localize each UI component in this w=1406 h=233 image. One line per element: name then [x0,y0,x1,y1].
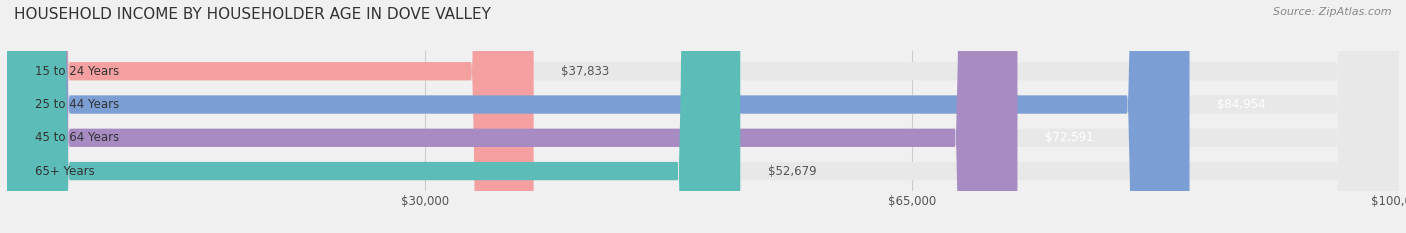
FancyBboxPatch shape [7,0,1189,233]
Text: 65+ Years: 65+ Years [35,164,94,178]
Text: 15 to 24 Years: 15 to 24 Years [35,65,120,78]
FancyBboxPatch shape [7,0,1399,233]
Text: Source: ZipAtlas.com: Source: ZipAtlas.com [1274,7,1392,17]
Text: $52,679: $52,679 [768,164,817,178]
Text: 45 to 64 Years: 45 to 64 Years [35,131,120,144]
FancyBboxPatch shape [7,0,1399,233]
FancyBboxPatch shape [7,0,1399,233]
FancyBboxPatch shape [7,0,1399,233]
Text: $72,591: $72,591 [1045,131,1094,144]
Text: HOUSEHOLD INCOME BY HOUSEHOLDER AGE IN DOVE VALLEY: HOUSEHOLD INCOME BY HOUSEHOLDER AGE IN D… [14,7,491,22]
Text: $84,954: $84,954 [1218,98,1265,111]
Text: 25 to 44 Years: 25 to 44 Years [35,98,120,111]
FancyBboxPatch shape [7,0,1018,233]
FancyBboxPatch shape [7,0,534,233]
Text: $37,833: $37,833 [561,65,610,78]
FancyBboxPatch shape [7,0,741,233]
